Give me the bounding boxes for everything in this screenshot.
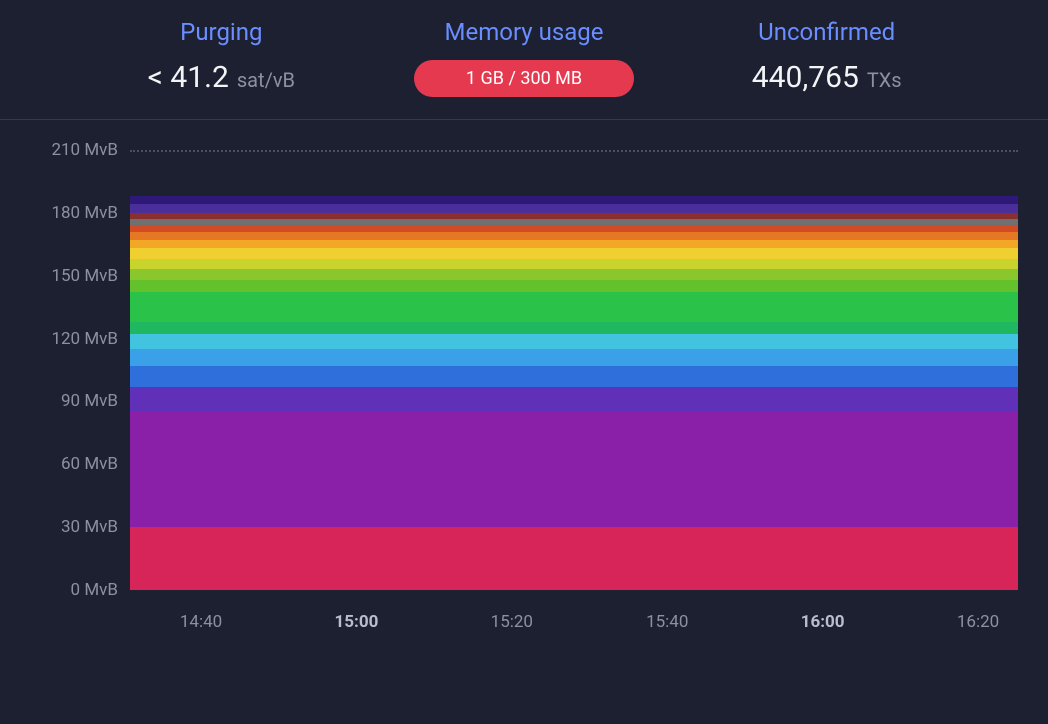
memory-usage-badge: 1 GB / 300 MB [414,60,634,97]
x-tick-label: 16:20 [957,612,999,632]
chart-band [130,269,1018,279]
y-tick-label: 30 MvB [61,517,118,537]
chart-body[interactable]: 210 MvB180 MvB150 MvB120 MvB90 MvB60 MvB… [30,150,1018,590]
y-tick-label: 210 MvB [51,140,118,160]
chart-band [130,248,1018,258]
stat-value-row: 440,765 TXs [752,60,902,95]
y-tick-label: 120 MvB [51,329,118,349]
chart-band [130,225,1018,231]
chart-plot[interactable] [130,150,1018,590]
x-tick-label: 15:20 [491,612,533,632]
y-tick-label: 60 MvB [61,454,118,474]
chart-band [130,292,1018,321]
chart-band [130,232,1018,240]
stats-row: Purging < 41.2 sat/vB Memory usage 1 GB … [0,0,1048,120]
chart-band [130,259,1018,269]
dotted-reference-line [130,150,1018,152]
chart-band [130,240,1018,248]
chart-band [130,219,1018,225]
x-tick-label: 15:00 [335,612,379,632]
chart-band [130,322,1018,335]
purging-unit: sat/vB [237,68,295,92]
stat-value-row: < 41.2 sat/vB [148,60,295,95]
chart-band [130,387,1018,412]
y-tick-label: 180 MvB [51,203,118,223]
chart-band [130,204,1018,212]
chart-band [130,366,1018,387]
y-axis: 210 MvB180 MvB150 MvB120 MvB90 MvB60 MvB… [30,150,130,590]
x-tick-label: 14:40 [180,612,222,632]
stat-title: Memory usage [445,18,604,46]
unconfirmed-value: 440,765 [752,60,859,95]
stat-purging: Purging < 41.2 sat/vB [70,18,373,97]
chart-band [130,280,1018,293]
y-tick-label: 150 MvB [51,266,118,286]
mempool-chart: 210 MvB 180 MvB 150 MvB 120 MvB 90 MvB 60 MvB… [0,120,1048,648]
x-tick-label: 15:40 [646,612,688,632]
stat-title: Purging [180,18,262,46]
stat-title: Unconfirmed [758,18,895,46]
chart-band [130,349,1018,366]
unconfirmed-unit: TXs [867,68,902,92]
stat-memory: Memory usage 1 GB / 300 MB [373,18,676,97]
chart-band [130,334,1018,349]
purging-value: < 41.2 [148,60,229,95]
chart-band [130,527,1018,590]
y-tick-label: 0 MvB [71,580,118,600]
chart-band [130,196,1018,204]
x-axis: 14:40 15:00 15:20 15:40 16:00 16:20 [130,590,1018,648]
chart-band [130,412,1018,527]
x-tick-label: 16:00 [801,612,845,632]
chart-band [130,213,1018,219]
y-tick-label: 90 MvB [61,391,118,411]
stat-unconfirmed: Unconfirmed 440,765 TXs [675,18,978,97]
